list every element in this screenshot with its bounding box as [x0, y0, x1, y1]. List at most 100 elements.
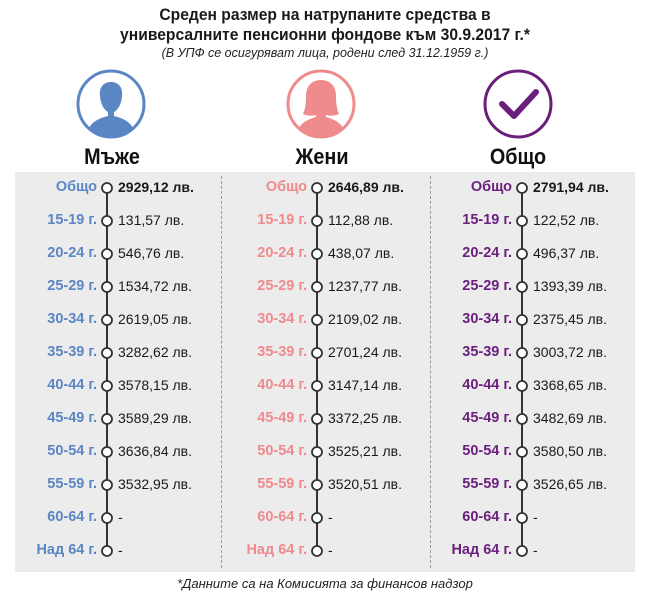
age-group-label: 25-29 г. — [462, 278, 512, 294]
amount-value: 3525,21 лв. — [328, 443, 402, 459]
age-group-label: 35-39 г. — [462, 344, 512, 360]
amount-value: 2929,12 лв. — [118, 179, 194, 195]
age-group-label: 40-44 г. — [47, 377, 97, 393]
age-group-label: Над 64 г. — [36, 542, 97, 558]
timeline-node — [311, 446, 323, 458]
age-group-label: 30-34 г. — [257, 311, 307, 327]
timeline-node — [101, 281, 113, 293]
title-line-1: Среден размер на натрупаните средства в — [159, 5, 491, 24]
age-group-label: 30-34 г. — [462, 311, 512, 327]
footnote: *Данните са на Комисията за финансов над… — [177, 576, 473, 591]
timeline-node — [101, 413, 113, 425]
timeline-node — [311, 248, 323, 260]
timeline-node — [101, 479, 113, 491]
amount-value: 3578,15 лв. — [118, 377, 192, 393]
amount-value: 1237,77 лв. — [328, 278, 402, 294]
age-group-label: 45-49 г. — [462, 410, 512, 426]
timeline-node — [101, 314, 113, 326]
timeline-node — [311, 347, 323, 359]
age-group-label: 35-39 г. — [257, 344, 307, 360]
timeline-node — [516, 380, 528, 392]
amount-value: 1393,39 лв. — [533, 278, 607, 294]
age-group-label: 30-34 г. — [47, 311, 97, 327]
age-group-label: 55-59 г. — [47, 476, 97, 492]
timeline-node — [516, 182, 528, 194]
category-label-women: Жени — [295, 144, 349, 169]
timeline-node — [311, 512, 323, 524]
timeline-node — [311, 215, 323, 227]
timeline-node — [516, 413, 528, 425]
age-group-label: 55-59 г. — [257, 476, 307, 492]
column-divider — [430, 176, 431, 568]
amount-value: 2791,94 лв. — [533, 179, 609, 195]
timeline-node — [311, 479, 323, 491]
timeline-node — [101, 446, 113, 458]
timeline-node — [101, 545, 113, 557]
timeline-node — [311, 380, 323, 392]
age-group-label: Общо — [55, 179, 97, 195]
amount-value: 2375,45 лв. — [533, 311, 607, 327]
timeline-node — [311, 545, 323, 557]
age-group-label: Над 64 г. — [451, 542, 512, 558]
age-group-label: 25-29 г. — [47, 278, 97, 294]
age-group-label: 25-29 г. — [257, 278, 307, 294]
amount-value: 3003,72 лв. — [533, 344, 607, 360]
timeline-node — [516, 512, 528, 524]
age-group-label: 20-24 г. — [47, 245, 97, 261]
age-group-label: 35-39 г. — [47, 344, 97, 360]
timeline-node — [516, 215, 528, 227]
timeline-node — [311, 314, 323, 326]
amount-value: 3482,69 лв. — [533, 410, 607, 426]
data-panel — [15, 172, 635, 572]
age-group-label: 15-19 г. — [462, 212, 512, 228]
timeline-node — [516, 281, 528, 293]
amount-value: 2701,24 лв. — [328, 344, 402, 360]
age-group-label: 45-49 г. — [257, 410, 307, 426]
age-group-label: 60-64 г. — [257, 509, 307, 525]
amount-value: 131,57 лв. — [118, 212, 185, 228]
amount-value: - — [328, 542, 333, 558]
amount-value: 546,76 лв. — [118, 245, 185, 261]
age-group-label: 50-54 г. — [257, 443, 307, 459]
age-group-label: 60-64 г. — [47, 509, 97, 525]
timeline-node — [101, 215, 113, 227]
amount-value: 438,07 лв. — [328, 245, 395, 261]
age-group-label: Общо — [470, 179, 512, 195]
age-group-label: 40-44 г. — [257, 377, 307, 393]
age-group-label: 60-64 г. — [462, 509, 512, 525]
amount-value: 112,88 лв. — [328, 212, 394, 228]
amount-value: 3520,51 лв. — [328, 476, 402, 492]
amount-value: - — [533, 509, 538, 525]
age-group-label: 20-24 г. — [462, 245, 512, 261]
amount-value: 3526,65 лв. — [533, 476, 607, 492]
timeline-node — [311, 413, 323, 425]
timeline-node — [516, 347, 528, 359]
amount-value: 3532,95 лв. — [118, 476, 192, 492]
age-group-label: 45-49 г. — [47, 410, 97, 426]
amount-value: 496,37 лв. — [533, 245, 600, 261]
timeline-node — [311, 281, 323, 293]
amount-value: - — [118, 542, 123, 558]
timeline-node — [516, 545, 528, 557]
timeline-node — [516, 248, 528, 260]
amount-value: 3580,50 лв. — [533, 443, 607, 459]
amount-value: 3589,29 лв. — [118, 410, 192, 426]
age-group-label: Над 64 г. — [246, 542, 307, 558]
amount-value: 3636,84 лв. — [118, 443, 192, 459]
amount-value: 3368,65 лв. — [533, 377, 607, 393]
amount-value: 2646,89 лв. — [328, 179, 404, 195]
amount-value: - — [118, 509, 123, 525]
timeline-node — [311, 182, 323, 194]
title-line-2: универсалните пенсионни фондове към 30.9… — [120, 25, 530, 44]
category-label-all: Общо — [489, 144, 547, 169]
age-group-label: 15-19 г. — [47, 212, 97, 228]
timeline-node — [101, 182, 113, 194]
timeline-node — [516, 314, 528, 326]
category-label-men: Мъже — [84, 144, 140, 169]
age-group-label: 20-24 г. — [257, 245, 307, 261]
age-group-label: 15-19 г. — [257, 212, 307, 228]
age-group-label: 50-54 г. — [462, 443, 512, 459]
checkmark-circle-icon — [483, 69, 553, 139]
age-group-label: 55-59 г. — [462, 476, 512, 492]
